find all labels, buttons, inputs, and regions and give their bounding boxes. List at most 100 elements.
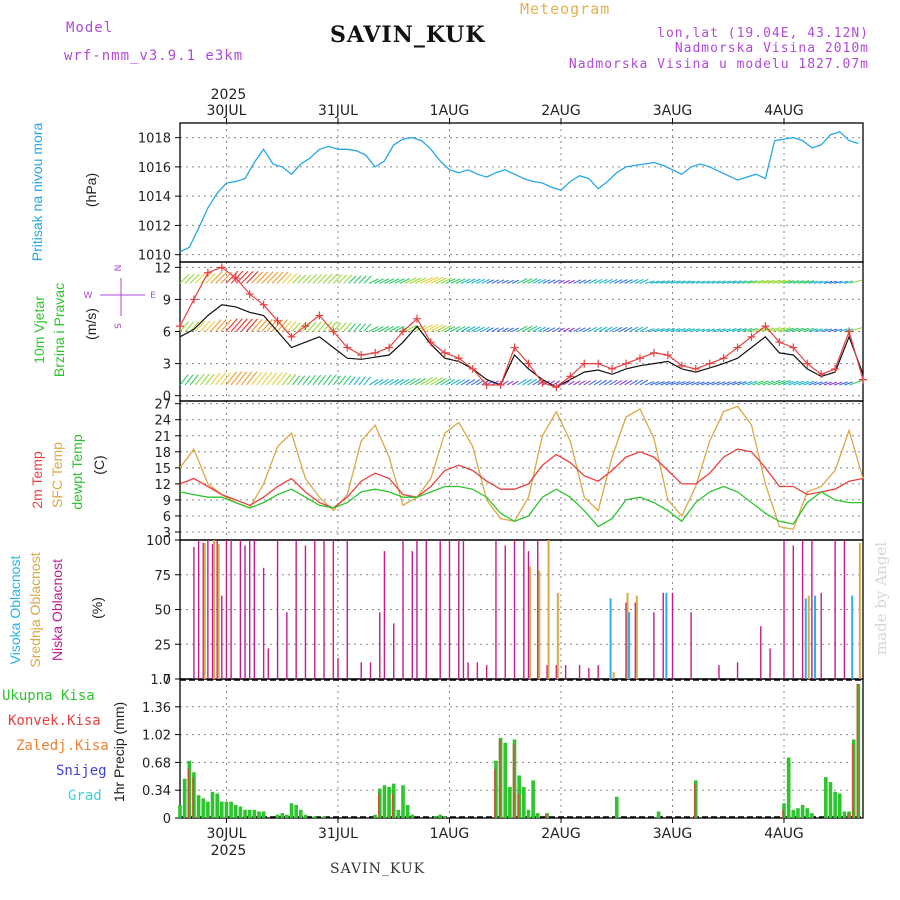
wind-arrow xyxy=(706,280,716,284)
wind-arrow xyxy=(563,327,570,332)
wind-arrow xyxy=(210,271,223,284)
wind-arrow xyxy=(644,381,655,386)
wind-arrow xyxy=(225,270,239,284)
wind-arrow xyxy=(235,270,249,284)
wind-arrow xyxy=(823,381,832,386)
wind-arrow xyxy=(286,320,297,332)
wind-arrow xyxy=(639,326,649,332)
wind-arrow xyxy=(614,379,623,386)
wind-arrow xyxy=(425,324,439,332)
y-tick-label: 6 xyxy=(163,326,171,341)
wind-arrow xyxy=(685,328,695,333)
wind-arrow xyxy=(849,279,863,284)
wind-arrow xyxy=(481,326,490,332)
wind-arrow xyxy=(701,328,710,333)
precip-total-bar xyxy=(238,806,243,818)
wind-arrow xyxy=(215,319,227,332)
wind-arrow xyxy=(793,327,805,333)
wind-arrow xyxy=(736,328,747,333)
wind-arrow xyxy=(547,279,556,284)
precip-total-bar xyxy=(224,801,229,818)
wind-arrow xyxy=(358,275,367,284)
wind-arrow xyxy=(828,328,838,333)
wind-arrow xyxy=(281,273,293,284)
wind-arrow xyxy=(685,381,695,386)
wind-arrow xyxy=(425,376,438,386)
wind-gust-marker xyxy=(803,359,812,368)
wind-arrow xyxy=(568,279,576,284)
wind-arrow xyxy=(716,280,726,284)
wind-arrow xyxy=(563,380,570,386)
precip-total-legend: Ukupna Kisa xyxy=(2,688,95,704)
wind-arrow xyxy=(716,328,726,333)
wind-arrow xyxy=(292,322,301,332)
wind-arrow xyxy=(598,326,608,332)
pressure-line xyxy=(179,131,859,253)
wind-arrow xyxy=(455,325,466,332)
wind-arrow xyxy=(251,271,264,284)
precip-graupel-legend: Grad xyxy=(68,788,102,804)
wind-arrow xyxy=(644,280,655,284)
wind-arrow xyxy=(818,328,828,333)
y-tick-label: 0 xyxy=(163,812,171,827)
y-tick-label: 3 xyxy=(163,526,171,541)
wind-arrow xyxy=(834,328,843,333)
wind-arrow xyxy=(731,280,742,284)
wind-arrow xyxy=(665,381,676,386)
wind-gust-marker xyxy=(343,343,352,352)
wind-arrow xyxy=(327,273,338,284)
y-tick-label: 12 xyxy=(154,261,171,276)
wind-arrow xyxy=(598,278,608,284)
wind-arrow xyxy=(578,380,586,386)
wind-arrow xyxy=(455,278,466,284)
precip-conv-bar xyxy=(545,813,548,818)
precip-total-bar xyxy=(786,757,791,818)
precip-total-bar xyxy=(837,793,842,818)
wind-gust-marker xyxy=(203,268,212,277)
wind-arrow xyxy=(690,328,701,333)
precip-frz-legend: Zaledj.Kisa xyxy=(16,738,109,754)
wind-arrow xyxy=(588,279,598,284)
wind-arrow xyxy=(256,271,269,284)
wind-arrow xyxy=(655,280,666,284)
wind-arrow xyxy=(430,276,444,284)
y-tick-label: 0.68 xyxy=(142,756,171,771)
wind-arrow xyxy=(194,272,206,284)
wind-gust-marker xyxy=(245,290,254,299)
y-tick-label: 0 xyxy=(163,673,171,688)
x-bottom-tick-label: 2AUG xyxy=(541,826,581,842)
wind-arrow xyxy=(194,320,206,332)
wind-gust-marker xyxy=(761,322,770,331)
wind-arrow xyxy=(583,327,592,332)
precip-conv-legend: Konvek.Kisa xyxy=(8,713,101,729)
precip-total-bar xyxy=(614,796,619,818)
wind-arrow xyxy=(225,371,238,386)
precip-conv-bar xyxy=(782,809,785,818)
wind-arrow xyxy=(803,280,815,284)
wind-arrow xyxy=(511,327,519,332)
wind-title-label-2: Brzina i Pravac xyxy=(51,283,67,377)
wind-arrow xyxy=(598,379,608,386)
wind-arrow xyxy=(205,373,215,386)
wind-title-label-1: 10m Vjetar xyxy=(31,296,47,364)
precip-conv-bar xyxy=(847,813,850,818)
wind-arrow xyxy=(312,274,322,284)
wind-arrow xyxy=(839,328,848,333)
precip-total-bar xyxy=(522,786,526,818)
wind-arrow xyxy=(343,274,353,284)
precip-conv-bar xyxy=(494,768,496,818)
wind-arrow xyxy=(307,321,317,332)
wind-arrow xyxy=(460,379,471,386)
precip-total-bar xyxy=(391,783,396,818)
wind-arrow xyxy=(317,374,327,386)
precip-total-bar xyxy=(526,809,531,818)
wind-arrow xyxy=(506,380,514,386)
wind-arrow xyxy=(332,375,342,386)
wind-arrow xyxy=(189,321,200,332)
wind-arrow xyxy=(189,374,199,386)
wind-arrow xyxy=(844,280,854,284)
wind-arrow xyxy=(793,380,805,386)
temp-unit-label: (C) xyxy=(91,455,107,474)
wind-arrow xyxy=(210,372,221,386)
wind-arrow xyxy=(639,379,649,386)
